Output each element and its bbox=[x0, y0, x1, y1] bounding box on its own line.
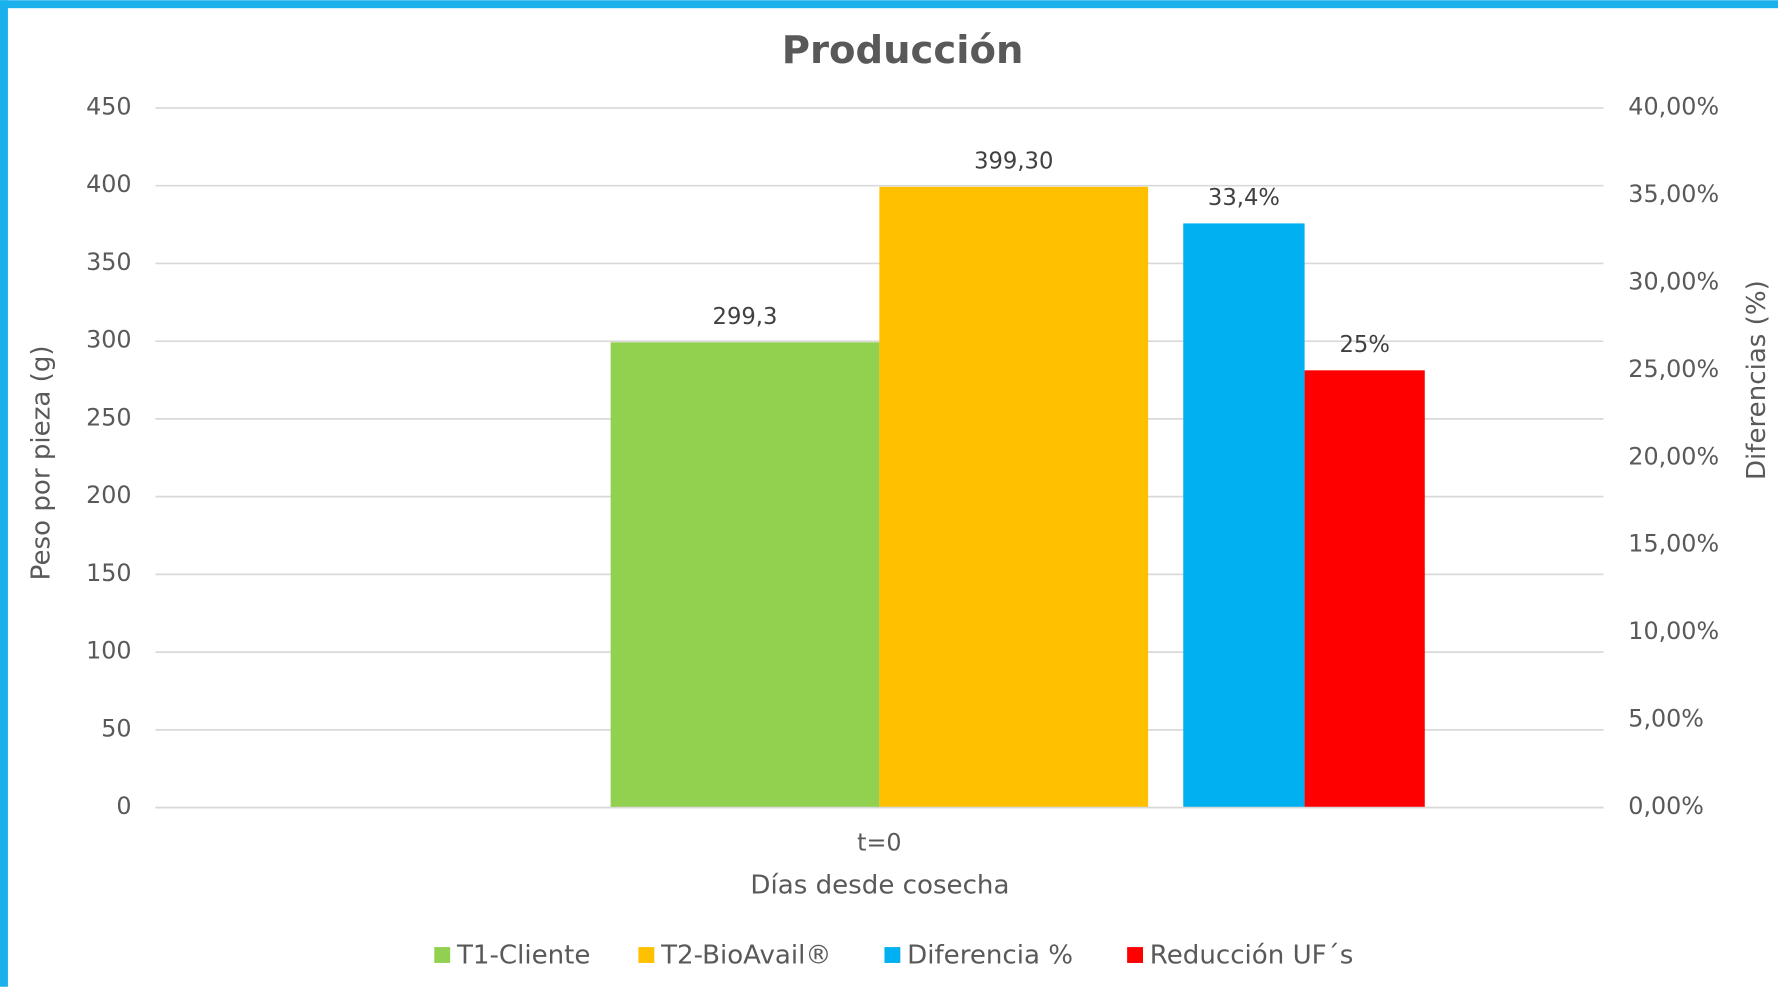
y2-tick-label: 10,00% bbox=[1628, 617, 1719, 645]
y2-tick-label: 5,00% bbox=[1628, 705, 1704, 733]
y-tick-label: 150 bbox=[86, 559, 131, 587]
x-axis-title: Días desde cosecha bbox=[750, 870, 1009, 900]
legend-swatch bbox=[638, 947, 655, 963]
y2-tick-label: 15,00% bbox=[1628, 530, 1719, 558]
y-tick-label: 250 bbox=[86, 403, 131, 431]
legend-label: Diferencia % bbox=[907, 941, 1073, 971]
legend-label: T2-BioAvail® bbox=[660, 941, 831, 971]
y2-tick-label: 0,00% bbox=[1628, 792, 1704, 820]
y-tick-label: 450 bbox=[86, 92, 131, 120]
legend-label: T1-Cliente bbox=[456, 941, 590, 971]
bar bbox=[1183, 223, 1305, 808]
legend-label: Reducción UF´s bbox=[1150, 941, 1353, 971]
y-tick-label: 300 bbox=[86, 326, 131, 354]
legend-swatch bbox=[1127, 947, 1143, 963]
y-tick-label: 100 bbox=[86, 637, 131, 665]
y2-tick-label: 35,00% bbox=[1628, 180, 1719, 208]
y2-tick-label: 40,00% bbox=[1628, 92, 1719, 120]
legend-swatch bbox=[884, 947, 901, 963]
legend-swatch bbox=[434, 947, 451, 963]
data-label: 299,3 bbox=[713, 304, 778, 330]
x-tick-label: t=0 bbox=[857, 828, 901, 856]
y-tick-label: 200 bbox=[86, 481, 131, 509]
y2-tick-label: 25,00% bbox=[1628, 355, 1719, 383]
y-tick-label: 400 bbox=[86, 170, 131, 198]
y-tick-label: 0 bbox=[116, 792, 131, 820]
left-border bbox=[0, 0, 8, 987]
y-axis-title: Peso por pieza (g) bbox=[26, 345, 56, 580]
y-tick-label: 50 bbox=[101, 714, 131, 742]
bar bbox=[879, 186, 1149, 808]
y2-tick-label: 30,00% bbox=[1628, 267, 1719, 295]
top-border bbox=[0, 0, 1778, 9]
bar bbox=[610, 342, 880, 808]
bar bbox=[1304, 370, 1425, 808]
data-label: 25% bbox=[1340, 332, 1390, 358]
y2-tick-label: 20,00% bbox=[1628, 442, 1719, 470]
y2-axis-title: Diferencias (%) bbox=[1742, 280, 1772, 480]
data-label: 33,4% bbox=[1208, 185, 1280, 211]
y-tick-label: 350 bbox=[86, 248, 131, 276]
data-label: 399,30 bbox=[974, 148, 1053, 174]
chart-title: Producción bbox=[782, 28, 1024, 73]
